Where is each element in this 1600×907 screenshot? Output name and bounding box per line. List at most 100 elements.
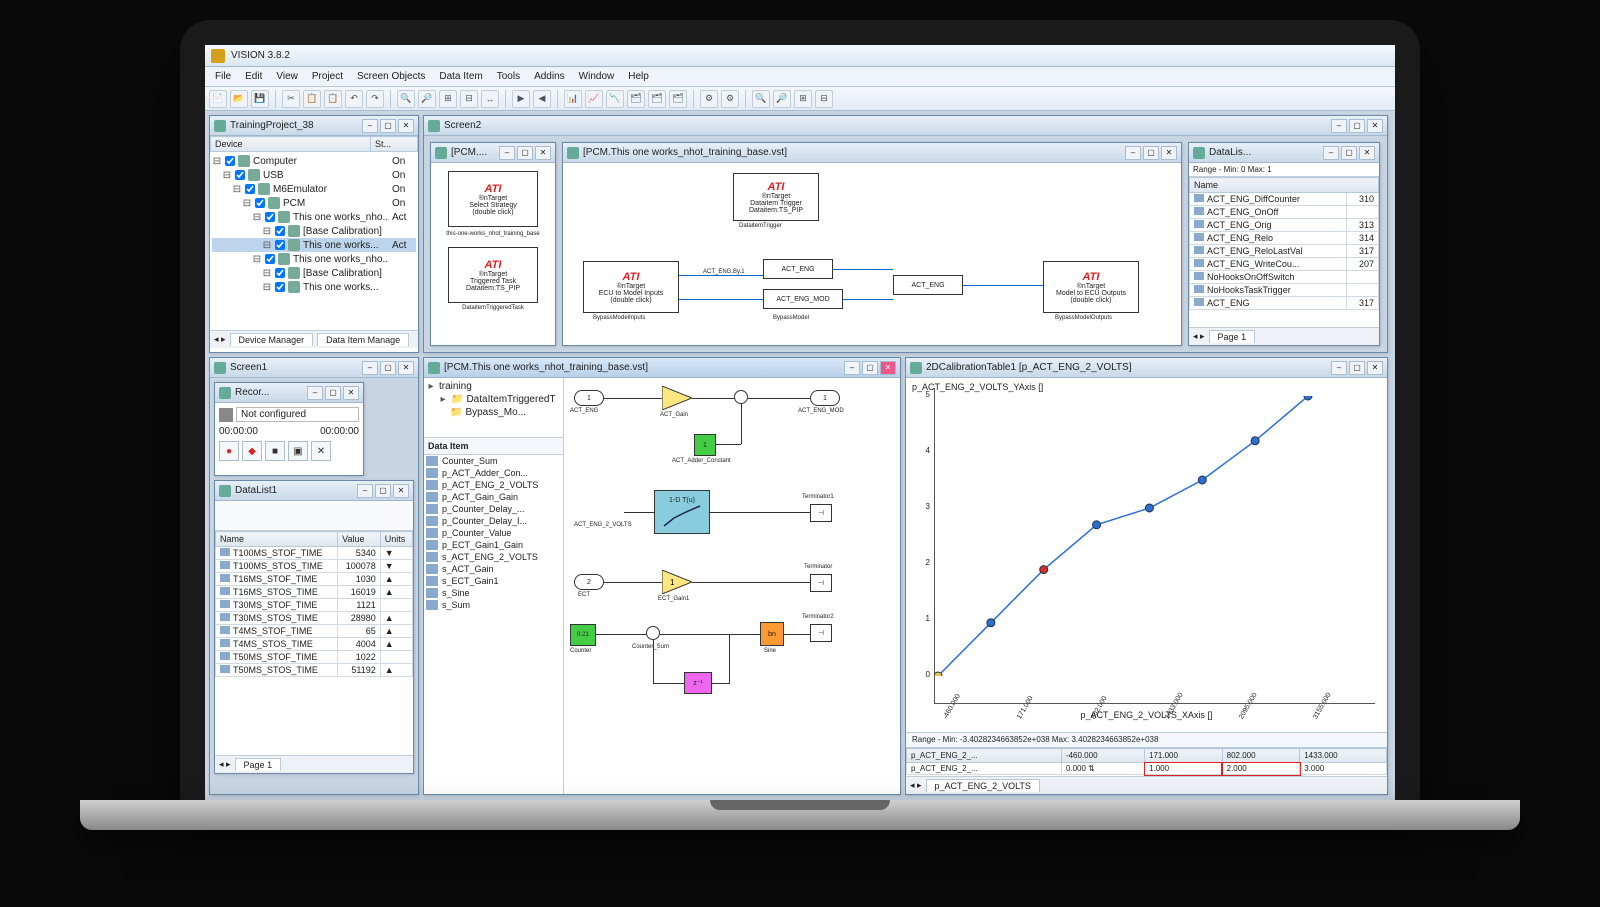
menu-help[interactable]: Help [622,69,655,84]
table-row[interactable]: T16MS_STOS_TIME16019▲ [216,586,413,599]
close-button[interactable]: ✕ [398,119,414,133]
table-row[interactable]: T4MS_STOS_TIME4004▲ [216,638,413,651]
toolbar-button[interactable]: ⊟ [815,90,833,108]
close-button[interactable]: ✕ [393,484,409,498]
toolbar-button[interactable]: 🗂 [627,90,645,108]
sum-block[interactable] [646,626,660,640]
toolbar-button[interactable]: 🔍 [397,90,415,108]
device-tree[interactable]: ⊟ComputerOn⊟USBOn⊟M6EmulatorOn⊟PCMOn⊟Thi… [210,152,418,330]
minimize-button[interactable]: – [1331,361,1347,375]
toolbar-button[interactable]: 📄 [209,90,227,108]
close-button[interactable]: ✕ [1367,361,1383,375]
tree-item[interactable]: Bypass_Mo... [465,407,526,418]
table-row[interactable]: ACT_ENG_ReloLastVal317 [1190,245,1379,258]
data-item[interactable]: s_ECT_Gain1 [424,575,563,587]
table-row[interactable]: T4MS_STOF_TIME65▲ [216,625,413,638]
tree-node[interactable]: ⊟USBOn [212,168,416,182]
menu-edit[interactable]: Edit [239,69,268,84]
tree-node[interactable]: ⊟This one works... [212,280,416,294]
maximize-button[interactable]: ▢ [1349,361,1365,375]
maximize-button[interactable]: ▢ [1143,146,1159,160]
data-item[interactable]: p_ECT_Gain1_Gain [424,539,563,551]
minimize-button[interactable]: – [357,484,373,498]
minimize-button[interactable]: – [1125,146,1141,160]
close-button[interactable]: ✕ [1161,146,1177,160]
toolbar-button[interactable]: 💾 [251,90,269,108]
data-item[interactable]: s_ACT_Gain [424,563,563,575]
tree-item[interactable]: training [439,381,472,392]
table-row[interactable]: NoHooksTaskTrigger [1190,284,1379,297]
recorder-button[interactable]: ◆ [242,441,262,461]
menu-data-item[interactable]: Data Item [433,69,488,84]
tree-node[interactable]: ⊟[Base Calibration] [212,224,416,238]
sine-block[interactable]: bn [760,622,784,646]
toolbar-button[interactable]: 🗂 [669,90,687,108]
col-header[interactable]: Value [338,532,381,547]
toolbar-button[interactable]: 📋 [303,90,321,108]
minimize-button[interactable]: – [1323,146,1339,160]
recorder-button[interactable]: ✕ [311,441,331,461]
toolbar-button[interactable]: 🔎 [773,90,791,108]
close-button[interactable]: ✕ [1367,119,1383,133]
tree-node[interactable]: ⊟This one works_nho...Act [212,210,416,224]
close-button[interactable]: ✕ [880,361,896,375]
data-item[interactable]: s_ACT_ENG_2_VOLTS [424,551,563,563]
tab-page1[interactable]: Page 1 [1209,330,1256,343]
constant-block[interactable]: 0.21 [570,624,596,646]
toolbar-button[interactable]: ◀ [533,90,551,108]
table-row[interactable]: ACT_ENG_Orig313 [1190,219,1379,232]
diagram-block[interactable]: ATI ®nTarget ECU to Model Inputs (double… [583,261,679,313]
recorder-button[interactable]: ▣ [288,441,308,461]
tab-calib[interactable]: p_ACT_ENG_2_VOLTS [926,779,1040,792]
menu-file[interactable]: File [209,69,237,84]
minimize-button[interactable]: – [499,146,515,160]
ati-block[interactable]: ATI ®nTarget Triggered Task Dataitem:TS_… [448,247,538,303]
col-header[interactable]: 1433.000 [1300,749,1387,763]
inport-block[interactable]: 2 [574,574,604,590]
toolbar-button[interactable]: 📂 [230,90,248,108]
ati-block[interactable]: ATI ®nTarget Select Strategy (double cli… [448,171,538,227]
col-header[interactable]: Name [216,532,338,547]
data-item[interactable]: p_ACT_Adder_Con... [424,467,563,479]
toolbar-button[interactable]: ⊞ [439,90,457,108]
minimize-button[interactable]: – [844,361,860,375]
tree-node[interactable]: ⊟PCMOn [212,196,416,210]
tab-page1[interactable]: Page 1 [235,758,282,771]
minimize-button[interactable]: – [362,361,378,375]
terminator-block[interactable]: ⊣ [810,574,832,592]
table-row[interactable]: ACT_ENG_WriteCou...207 [1190,258,1379,271]
toolbar-button[interactable]: ↔ [481,90,499,108]
data-item[interactable]: p_ACT_Gain_Gain [424,491,563,503]
data-item[interactable]: s_Sine [424,587,563,599]
data-item[interactable]: p_Counter_Delay_I... [424,515,563,527]
maximize-button[interactable]: ▢ [862,361,878,375]
table-row[interactable]: T50MS_STOF_TIME1022 [216,651,413,664]
minimize-button[interactable]: – [307,386,323,400]
tree-item[interactable]: DataItemTriggeredT [466,394,555,405]
toolbar-button[interactable]: 📉 [606,90,624,108]
tree-node[interactable]: ⊟This one works...Act [212,238,416,252]
col-header[interactable]: p_ACT_ENG_2_... [907,749,1062,763]
node-block[interactable]: ACT_ENG_MOD [763,289,843,309]
toolbar-button[interactable]: ▶ [512,90,530,108]
toolbar-button[interactable]: 📋 [324,90,342,108]
close-button[interactable]: ✕ [343,386,359,400]
tree-node[interactable]: ⊟M6EmulatorOn [212,182,416,196]
col-header[interactable]: Name [1190,178,1379,193]
table-row[interactable]: T16MS_STOF_TIME1030▲ [216,573,413,586]
recorder-button[interactable]: ● [219,441,239,461]
table-row[interactable]: p_ACT_ENG_2_...0.000 ⇅1.0002.0003.000 [907,763,1387,775]
maximize-button[interactable]: ▢ [517,146,533,160]
toolbar-button[interactable]: ⚙ [700,90,718,108]
maximize-button[interactable]: ▢ [325,386,341,400]
terminator-block[interactable]: ⊣ [810,504,832,522]
data-item[interactable]: p_Counter_Delay_... [424,503,563,515]
toolbar-button[interactable]: 🗂 [648,90,666,108]
terminator-block[interactable]: ⊣ [810,624,832,642]
tree-node[interactable]: ⊟This one works_nho... [212,252,416,266]
data-item-list[interactable]: Counter_Sump_ACT_Adder_Con...p_ACT_ENG_2… [424,455,563,794]
col-status[interactable]: St... [371,137,418,152]
data-item[interactable]: p_Counter_Value [424,527,563,539]
diagram-block[interactable]: ATI ®nTarget Model to ECU Outputs (doubl… [1043,261,1139,313]
toolbar-button[interactable]: ⊞ [794,90,812,108]
